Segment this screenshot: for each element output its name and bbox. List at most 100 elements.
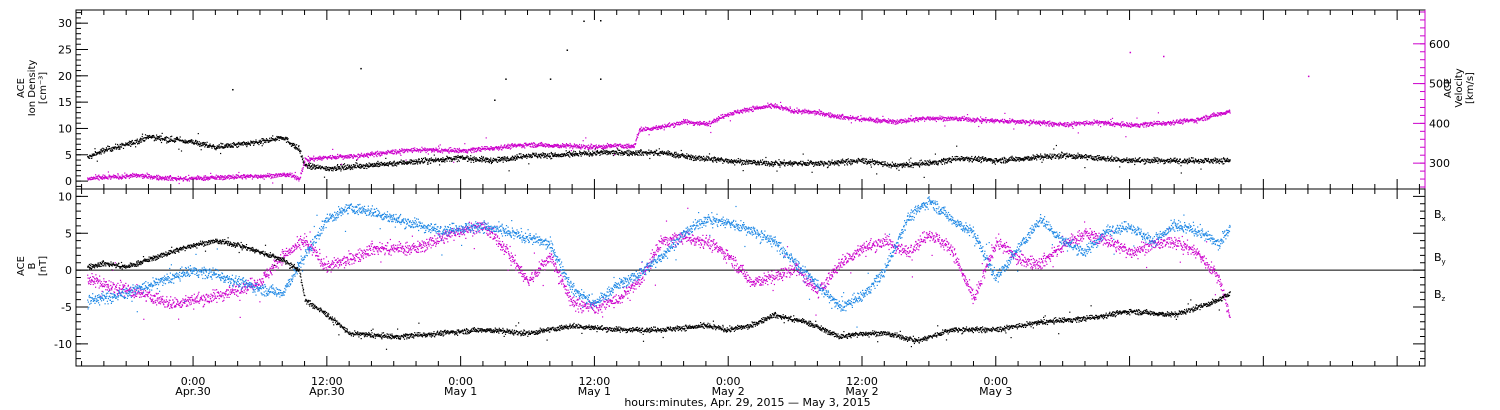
density-series-point (130, 145, 132, 147)
velocity-series-point (552, 146, 554, 148)
density-series-point (1218, 160, 1220, 162)
density-series-point (559, 154, 561, 156)
density-series-point (1129, 160, 1132, 163)
density-series-point (315, 168, 317, 170)
density-series-point (1082, 155, 1084, 157)
velocity-series-point (98, 175, 100, 177)
density-series-point (314, 165, 316, 167)
density-series-point (1076, 155, 1078, 157)
velocity-series-point (510, 147, 512, 149)
density-series-point (298, 145, 300, 147)
velocity-series-point (348, 156, 350, 158)
density-series-point (606, 149, 608, 152)
density-series-point (1117, 157, 1119, 159)
density-series-point (1166, 160, 1168, 162)
density-series-point (578, 155, 580, 157)
density-series-point (276, 135, 278, 138)
density-series-point (1153, 161, 1155, 163)
density-series-point (337, 164, 339, 166)
velocity-axis-tick-label: 600 (1429, 38, 1450, 51)
density-series-point (169, 140, 171, 142)
density-series-point (280, 137, 282, 139)
density-series-point (370, 164, 372, 166)
density-series-point (982, 158, 984, 160)
density-series-point (473, 158, 475, 160)
density-series-point (662, 151, 664, 153)
density-series-point (459, 157, 461, 159)
velocity-series-point (207, 176, 209, 178)
density-series-point (1168, 159, 1171, 161)
density-series-point (884, 164, 886, 166)
density-series-point (639, 151, 641, 153)
density-series-point (489, 160, 491, 162)
velocity-series-point (177, 178, 179, 180)
density-series-point (153, 140, 155, 142)
density-series-point (1066, 152, 1068, 154)
velocity-series-point (509, 148, 511, 150)
density-series-point (994, 163, 996, 165)
density-series-point (679, 154, 681, 156)
velocity-series-point (156, 177, 158, 179)
density-series-point (255, 141, 257, 143)
velocity-series-point (108, 176, 110, 178)
density-series-point (531, 156, 533, 158)
velocity-series-point (410, 149, 412, 151)
velocity-series-point (115, 176, 117, 178)
velocity-series-point (206, 177, 208, 179)
velocity-series-point (501, 146, 504, 148)
density-series-point (1055, 144, 1057, 147)
density-series-point (506, 157, 508, 159)
density-series-point (612, 154, 614, 157)
density-series-point (1187, 161, 1190, 163)
density-series-point (260, 142, 262, 144)
density-series-point (983, 157, 985, 160)
density-series-point (585, 153, 588, 155)
density-series-point (555, 154, 557, 156)
density-series-point (1090, 154, 1092, 156)
density-series-point (1112, 160, 1114, 162)
density-series-point (649, 152, 651, 154)
density-series-point (204, 145, 207, 147)
density-series-point (118, 145, 120, 147)
velocity-series-point (318, 158, 320, 160)
velocity-series-point (446, 149, 448, 151)
density-series-point (804, 163, 806, 165)
density-series-point (722, 162, 724, 164)
velocity-series-point (440, 151, 442, 153)
density-series-point (752, 159, 754, 162)
velocity-series-point (223, 176, 225, 178)
density-series-point (652, 151, 654, 154)
velocity-series-point (258, 176, 260, 178)
density-series-point (897, 163, 899, 165)
density-series-point (773, 164, 775, 166)
density-series-point (806, 163, 808, 165)
density-series-point (775, 160, 777, 162)
density-series-point (504, 159, 507, 161)
velocity-series-point (301, 170, 304, 172)
velocity-series-point (399, 148, 401, 151)
density-series-point (245, 142, 248, 144)
density-series-point (1173, 157, 1175, 159)
density-series-point (550, 158, 552, 160)
density-series-point (100, 153, 102, 155)
density-series-point (899, 163, 901, 165)
density-series-point (886, 165, 888, 167)
density-series-point (393, 165, 395, 167)
density-series-point (762, 163, 764, 165)
velocity-series-point (170, 175, 172, 178)
density-series-point (237, 146, 239, 148)
density-series-point (208, 146, 210, 148)
density-series-point (1074, 158, 1076, 160)
density-series-point (541, 154, 543, 156)
density-series-point (502, 159, 505, 161)
density-series-point (449, 160, 451, 162)
density-series-point (333, 168, 335, 170)
density-series-point (261, 138, 264, 140)
velocity-series-point (203, 178, 206, 180)
velocity-series-point (308, 159, 310, 161)
density-series-point (313, 164, 315, 166)
density-series-point (609, 153, 611, 155)
density-series-point (1205, 158, 1207, 161)
density-series-point (1130, 158, 1133, 160)
velocity-series-point (169, 179, 171, 181)
